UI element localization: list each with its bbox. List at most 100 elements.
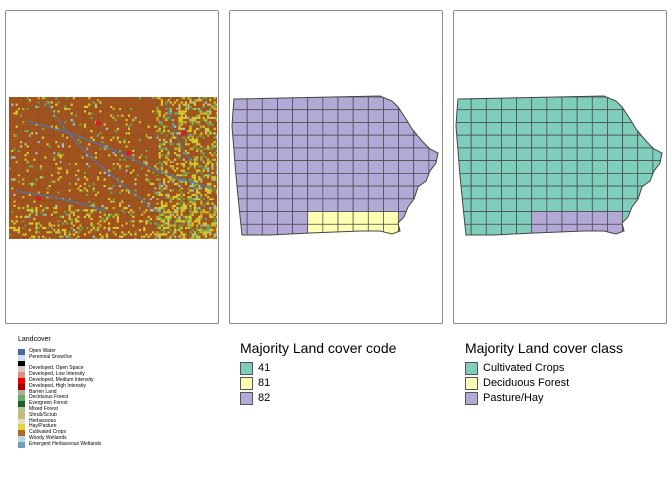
county-polygon	[428, 109, 438, 123]
county-polygon	[307, 173, 324, 187]
county-polygon	[292, 96, 309, 111]
legend-swatch	[240, 361, 253, 375]
landcover-legend-item: Open Water	[18, 348, 212, 355]
county-polygon	[561, 211, 578, 225]
county-polygon	[637, 211, 654, 225]
county-polygon	[292, 134, 309, 149]
majority-class-legend: Majority Land cover class Cultivated Cro…	[465, 340, 623, 406]
county-polygon	[501, 96, 517, 111]
county-polygon	[546, 198, 563, 212]
county-polygon	[501, 134, 517, 149]
legend-swatch	[18, 354, 25, 361]
county-polygon	[337, 109, 354, 123]
county-polygon	[322, 173, 339, 187]
legend-item: Pasture/Hay	[465, 391, 623, 405]
landcover-legend-item: Cultivated Crops	[18, 429, 212, 436]
counties-group	[232, 96, 438, 235]
county-polygon	[470, 109, 487, 123]
legend-swatch	[240, 376, 253, 390]
county-polygon	[470, 134, 487, 149]
landcover-legend-item: Barren Land	[18, 389, 212, 396]
legend-swatch	[18, 383, 25, 390]
county-polygon	[591, 160, 608, 174]
county-polygon	[277, 147, 293, 161]
legend-label: Mixed Forest	[29, 405, 58, 412]
county-polygon	[261, 122, 278, 136]
county-polygon	[398, 223, 415, 235]
county-polygon	[337, 173, 354, 187]
county-polygon	[470, 198, 487, 212]
county-polygon	[322, 160, 339, 174]
county-polygon	[485, 134, 502, 149]
county-polygon	[413, 160, 430, 174]
county-polygon	[576, 198, 593, 212]
county-polygon	[516, 134, 533, 149]
legend-item: 81	[240, 376, 396, 390]
county-polygon	[383, 134, 399, 149]
landcover-legend-item: Evergreen Forest	[18, 400, 212, 407]
county-polygon	[277, 223, 293, 235]
county-polygon	[307, 122, 324, 136]
majority-code-county-map	[231, 95, 439, 236]
county-polygon	[413, 109, 430, 123]
county-polygon	[292, 122, 309, 136]
legend-item: Deciduous Forest	[465, 376, 623, 390]
county-polygon	[607, 109, 623, 123]
county-polygon	[398, 160, 415, 174]
county-polygon	[591, 198, 608, 212]
landcover-legend-item: Deciduous Forest	[18, 395, 212, 402]
legend-swatch	[18, 412, 25, 419]
county-polygon	[322, 198, 339, 212]
legend-label: Deciduous Forest	[483, 377, 570, 389]
state-outline	[231, 95, 439, 236]
county-polygon	[367, 211, 384, 225]
county-polygon	[622, 198, 639, 212]
county-polygon	[428, 134, 438, 149]
county-polygon	[367, 160, 384, 174]
legend-swatch	[18, 435, 25, 442]
county-polygon	[470, 185, 487, 200]
majority-class-legend-title: Majority Land cover class	[465, 340, 623, 356]
county-polygon	[531, 96, 548, 111]
county-polygon	[413, 211, 430, 225]
county-polygon	[607, 122, 623, 136]
county-polygon	[531, 134, 548, 149]
majority-code-legend: Majority Land cover code 41 81 82	[240, 340, 396, 406]
county-polygon	[531, 211, 548, 225]
county-polygon	[277, 173, 293, 187]
county-polygon	[337, 122, 354, 136]
county-polygon	[292, 147, 309, 161]
county-polygon	[546, 185, 563, 200]
majority-code-legend-title: Majority Land cover code	[240, 340, 397, 356]
county-polygon	[307, 134, 324, 149]
county-polygon	[428, 211, 438, 225]
county-polygon	[501, 211, 517, 225]
county-polygon	[531, 160, 548, 174]
county-polygon	[637, 147, 654, 161]
county-polygon	[546, 109, 563, 123]
county-polygon	[637, 109, 654, 123]
county-polygon	[322, 122, 339, 136]
county-polygon	[337, 147, 354, 161]
county-polygon	[352, 109, 369, 123]
county-polygon	[652, 122, 662, 136]
county-polygon	[246, 134, 263, 149]
legend-item: Cultivated Crops	[465, 361, 623, 375]
county-polygon	[561, 160, 578, 174]
county-polygon	[322, 134, 339, 149]
county-polygon	[307, 96, 324, 111]
county-polygon	[591, 134, 608, 149]
county-polygon	[591, 185, 608, 200]
county-polygon	[352, 198, 369, 212]
county-polygon	[516, 109, 533, 123]
county-polygon	[246, 211, 263, 225]
county-polygon	[561, 134, 578, 149]
legend-swatch	[18, 349, 25, 355]
county-polygon	[246, 160, 263, 174]
county-polygon	[576, 96, 593, 111]
county-polygon	[485, 109, 502, 123]
legend-label: Developed, Medium Intensity	[29, 376, 94, 383]
river	[15, 190, 107, 212]
county-polygon	[232, 173, 248, 187]
landcover-legend-item: Shrub/Scrub	[18, 412, 212, 419]
